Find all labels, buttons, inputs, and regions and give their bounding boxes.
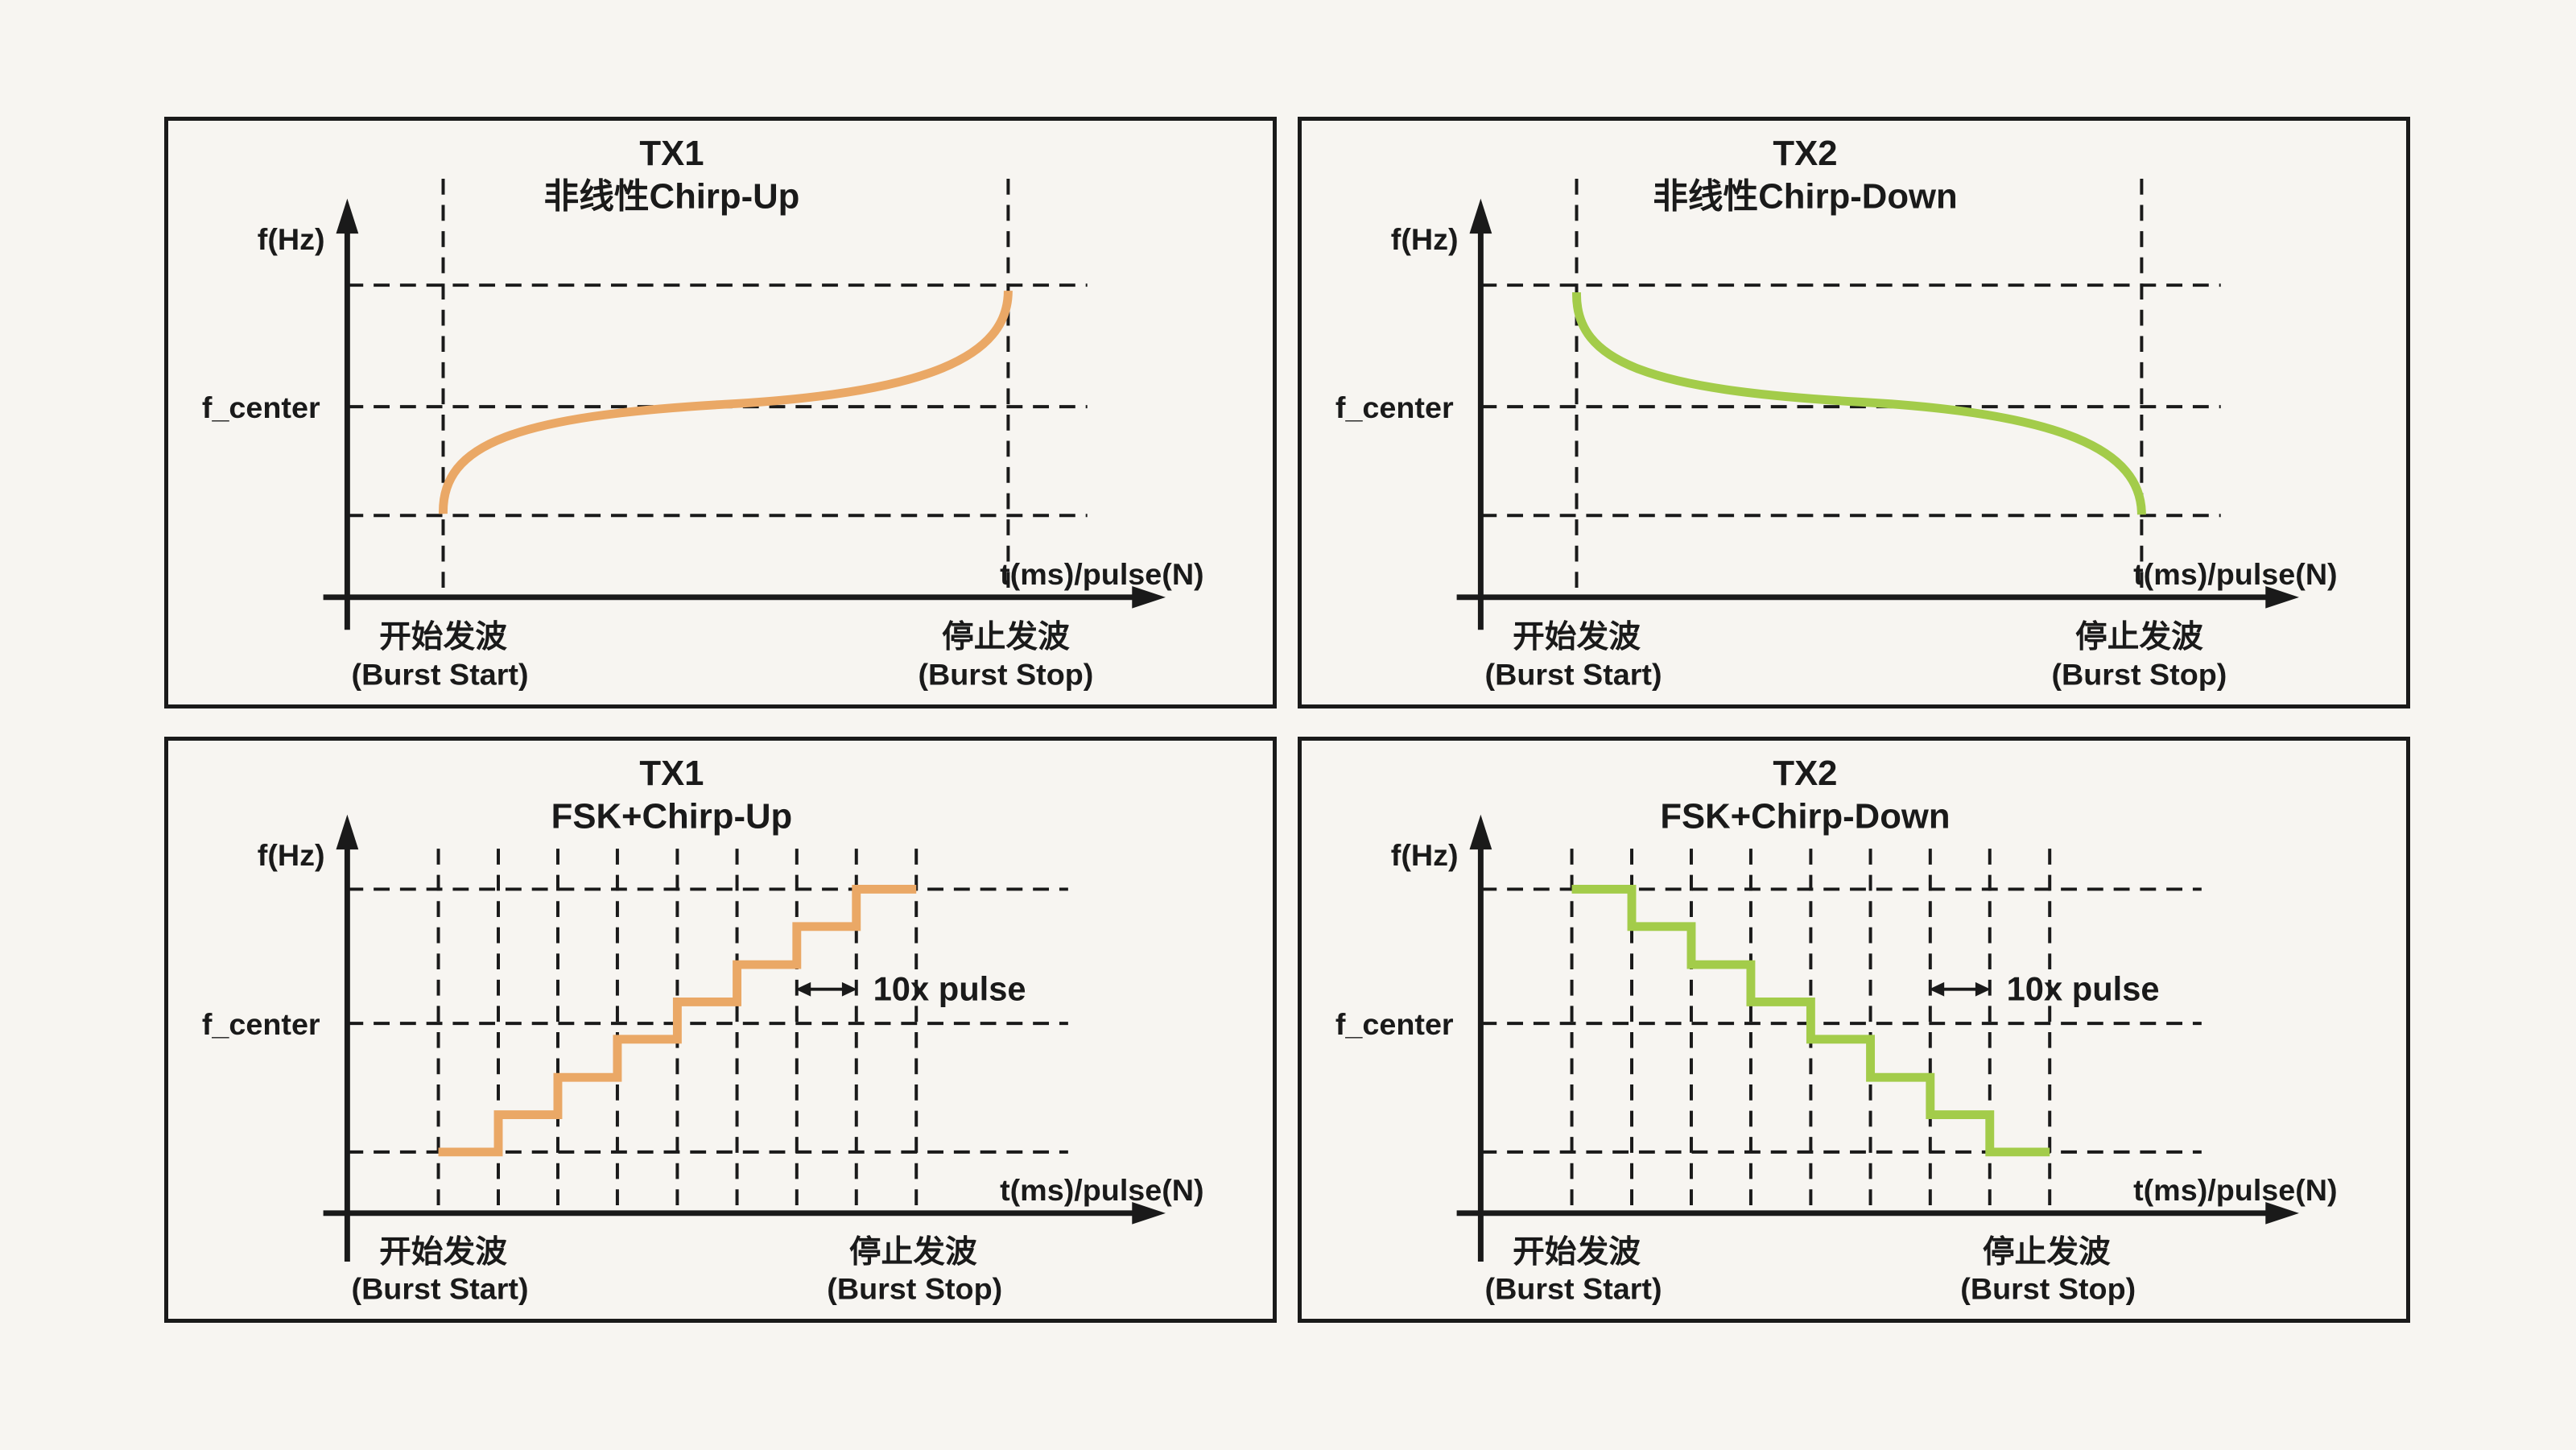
- burst-stop-label-en: (Burst Stop): [827, 1271, 1002, 1305]
- x-axis-label: t(ms)/pulse(N): [2133, 1173, 2338, 1207]
- burst-start-label-en: (Burst Start): [352, 657, 529, 691]
- burst-stop-label-en: (Burst Stop): [1960, 1271, 2136, 1305]
- y-axis-arrow-icon: [336, 198, 359, 234]
- pulse-width-arrowhead-right-icon: [841, 981, 857, 997]
- burst-start-label-en: (Burst Start): [1485, 657, 1662, 691]
- chirp-down-curve: [1572, 291, 2146, 515]
- x-axis-arrow-icon: [2265, 1202, 2299, 1225]
- chirp-up-curve: [439, 291, 1013, 514]
- burst-start-label-cn: 开始发波: [1513, 619, 1641, 655]
- plot-tx1-nonlinear-chirp-up: TX1 非线性Chirp-Up f(Hz) f_center t(ms)/pul…: [202, 134, 1204, 691]
- frequency-horizontal-guides: [347, 283, 1088, 518]
- burst-start-label-en: (Burst Start): [352, 1271, 529, 1305]
- pulse-width-note: 10x pulse: [2007, 970, 2160, 1008]
- panel-title-line2: FSK+Chirp-Up: [551, 798, 793, 837]
- burst-stop-label-cn: 停止发波: [849, 1234, 977, 1270]
- burst-stop-label-cn: 停止发波: [942, 619, 1070, 655]
- y-axis-arrow-icon: [1469, 814, 1492, 850]
- f-center-label: f_center: [202, 1007, 320, 1041]
- burst-stop-label-en: (Burst Stop): [918, 657, 1093, 691]
- x-axis-arrow-icon: [1132, 1202, 1166, 1225]
- panel-tx2-fsk-chirp-down: TX2 FSK+Chirp-Down 10x pulse f(Hz) f_cen…: [1298, 737, 2410, 1323]
- panel-title-line2: FSK+Chirp-Down: [1660, 798, 1950, 837]
- y-axis-label: f(Hz): [1391, 222, 1459, 256]
- pulse-width-arrowhead-left-icon: [1929, 981, 1945, 997]
- pulse-width-arrowhead-right-icon: [1975, 981, 1991, 997]
- plot-tx2-nonlinear-chirp-down: TX2 非线性Chirp-Down f(Hz) f_center t(ms)/p…: [1335, 134, 2338, 691]
- burst-start-label-cn: 开始发波: [379, 1234, 507, 1270]
- x-axis-label: t(ms)/pulse(N): [1000, 557, 1204, 591]
- x-axis-label: t(ms)/pulse(N): [2133, 557, 2338, 591]
- burst-vertical-guides: [441, 179, 1010, 597]
- burst-stop-label-cn: 停止发波: [2075, 619, 2203, 655]
- frequency-horizontal-guides: [347, 887, 1068, 1154]
- panel-tx1-nonlinear-chirp-up: TX1 非线性Chirp-Up f(Hz) f_center t(ms)/pul…: [164, 117, 1277, 708]
- f-center-label: f_center: [1335, 390, 1454, 424]
- panel-title-line1: TX1: [639, 754, 704, 793]
- pulse-width-note: 10x pulse: [873, 970, 1026, 1008]
- burst-stop-label-en: (Burst Stop): [2051, 657, 2227, 691]
- burst-stop-label-cn: 停止发波: [1983, 1234, 2111, 1270]
- burst-start-label-cn: 开始发波: [1513, 1234, 1641, 1270]
- frequency-horizontal-guides: [1480, 283, 2221, 518]
- burst-start-label-en: (Burst Start): [1485, 1271, 1662, 1305]
- panel-title-line1: TX2: [1773, 134, 1837, 173]
- panel-title-line2: 非线性Chirp-Down: [1653, 178, 1957, 217]
- frequency-horizontal-guides: [1480, 887, 2202, 1154]
- y-axis-label: f(Hz): [258, 222, 325, 256]
- panel-title-line1: TX1: [639, 134, 704, 173]
- panel-tx1-fsk-chirp-up: TX1 FSK+Chirp-Up 10x pulse f(Hz) f_cente…: [164, 737, 1277, 1323]
- y-axis-arrow-icon: [336, 814, 359, 850]
- f-center-label: f_center: [1335, 1007, 1454, 1041]
- plot-tx1-fsk-chirp-up: TX1 FSK+Chirp-Up 10x pulse f(Hz) f_cente…: [202, 754, 1204, 1305]
- y-axis-label: f(Hz): [1391, 838, 1459, 872]
- fsk-up-staircase: [438, 885, 917, 1157]
- burst-vertical-guides: [1575, 179, 2144, 597]
- panel-title-line2: 非线性Chirp-Up: [544, 178, 800, 217]
- y-axis-arrow-icon: [1469, 198, 1492, 234]
- burst-start-label-cn: 开始发波: [379, 619, 507, 655]
- panel-title-line1: TX2: [1773, 754, 1837, 793]
- f-center-label: f_center: [202, 390, 320, 424]
- plot-tx2-fsk-chirp-down: TX2 FSK+Chirp-Down 10x pulse f(Hz) f_cen…: [1335, 754, 2338, 1305]
- y-axis-label: f(Hz): [258, 838, 325, 872]
- x-axis-arrow-icon: [1132, 586, 1166, 609]
- x-axis-arrow-icon: [2265, 586, 2299, 609]
- x-axis-label: t(ms)/pulse(N): [1000, 1173, 1204, 1207]
- pulse-width-arrowhead-left-icon: [795, 981, 811, 997]
- panel-tx2-nonlinear-chirp-down: TX2 非线性Chirp-Down f(Hz) f_center t(ms)/p…: [1298, 117, 2410, 708]
- fsk-down-staircase: [1571, 885, 2050, 1157]
